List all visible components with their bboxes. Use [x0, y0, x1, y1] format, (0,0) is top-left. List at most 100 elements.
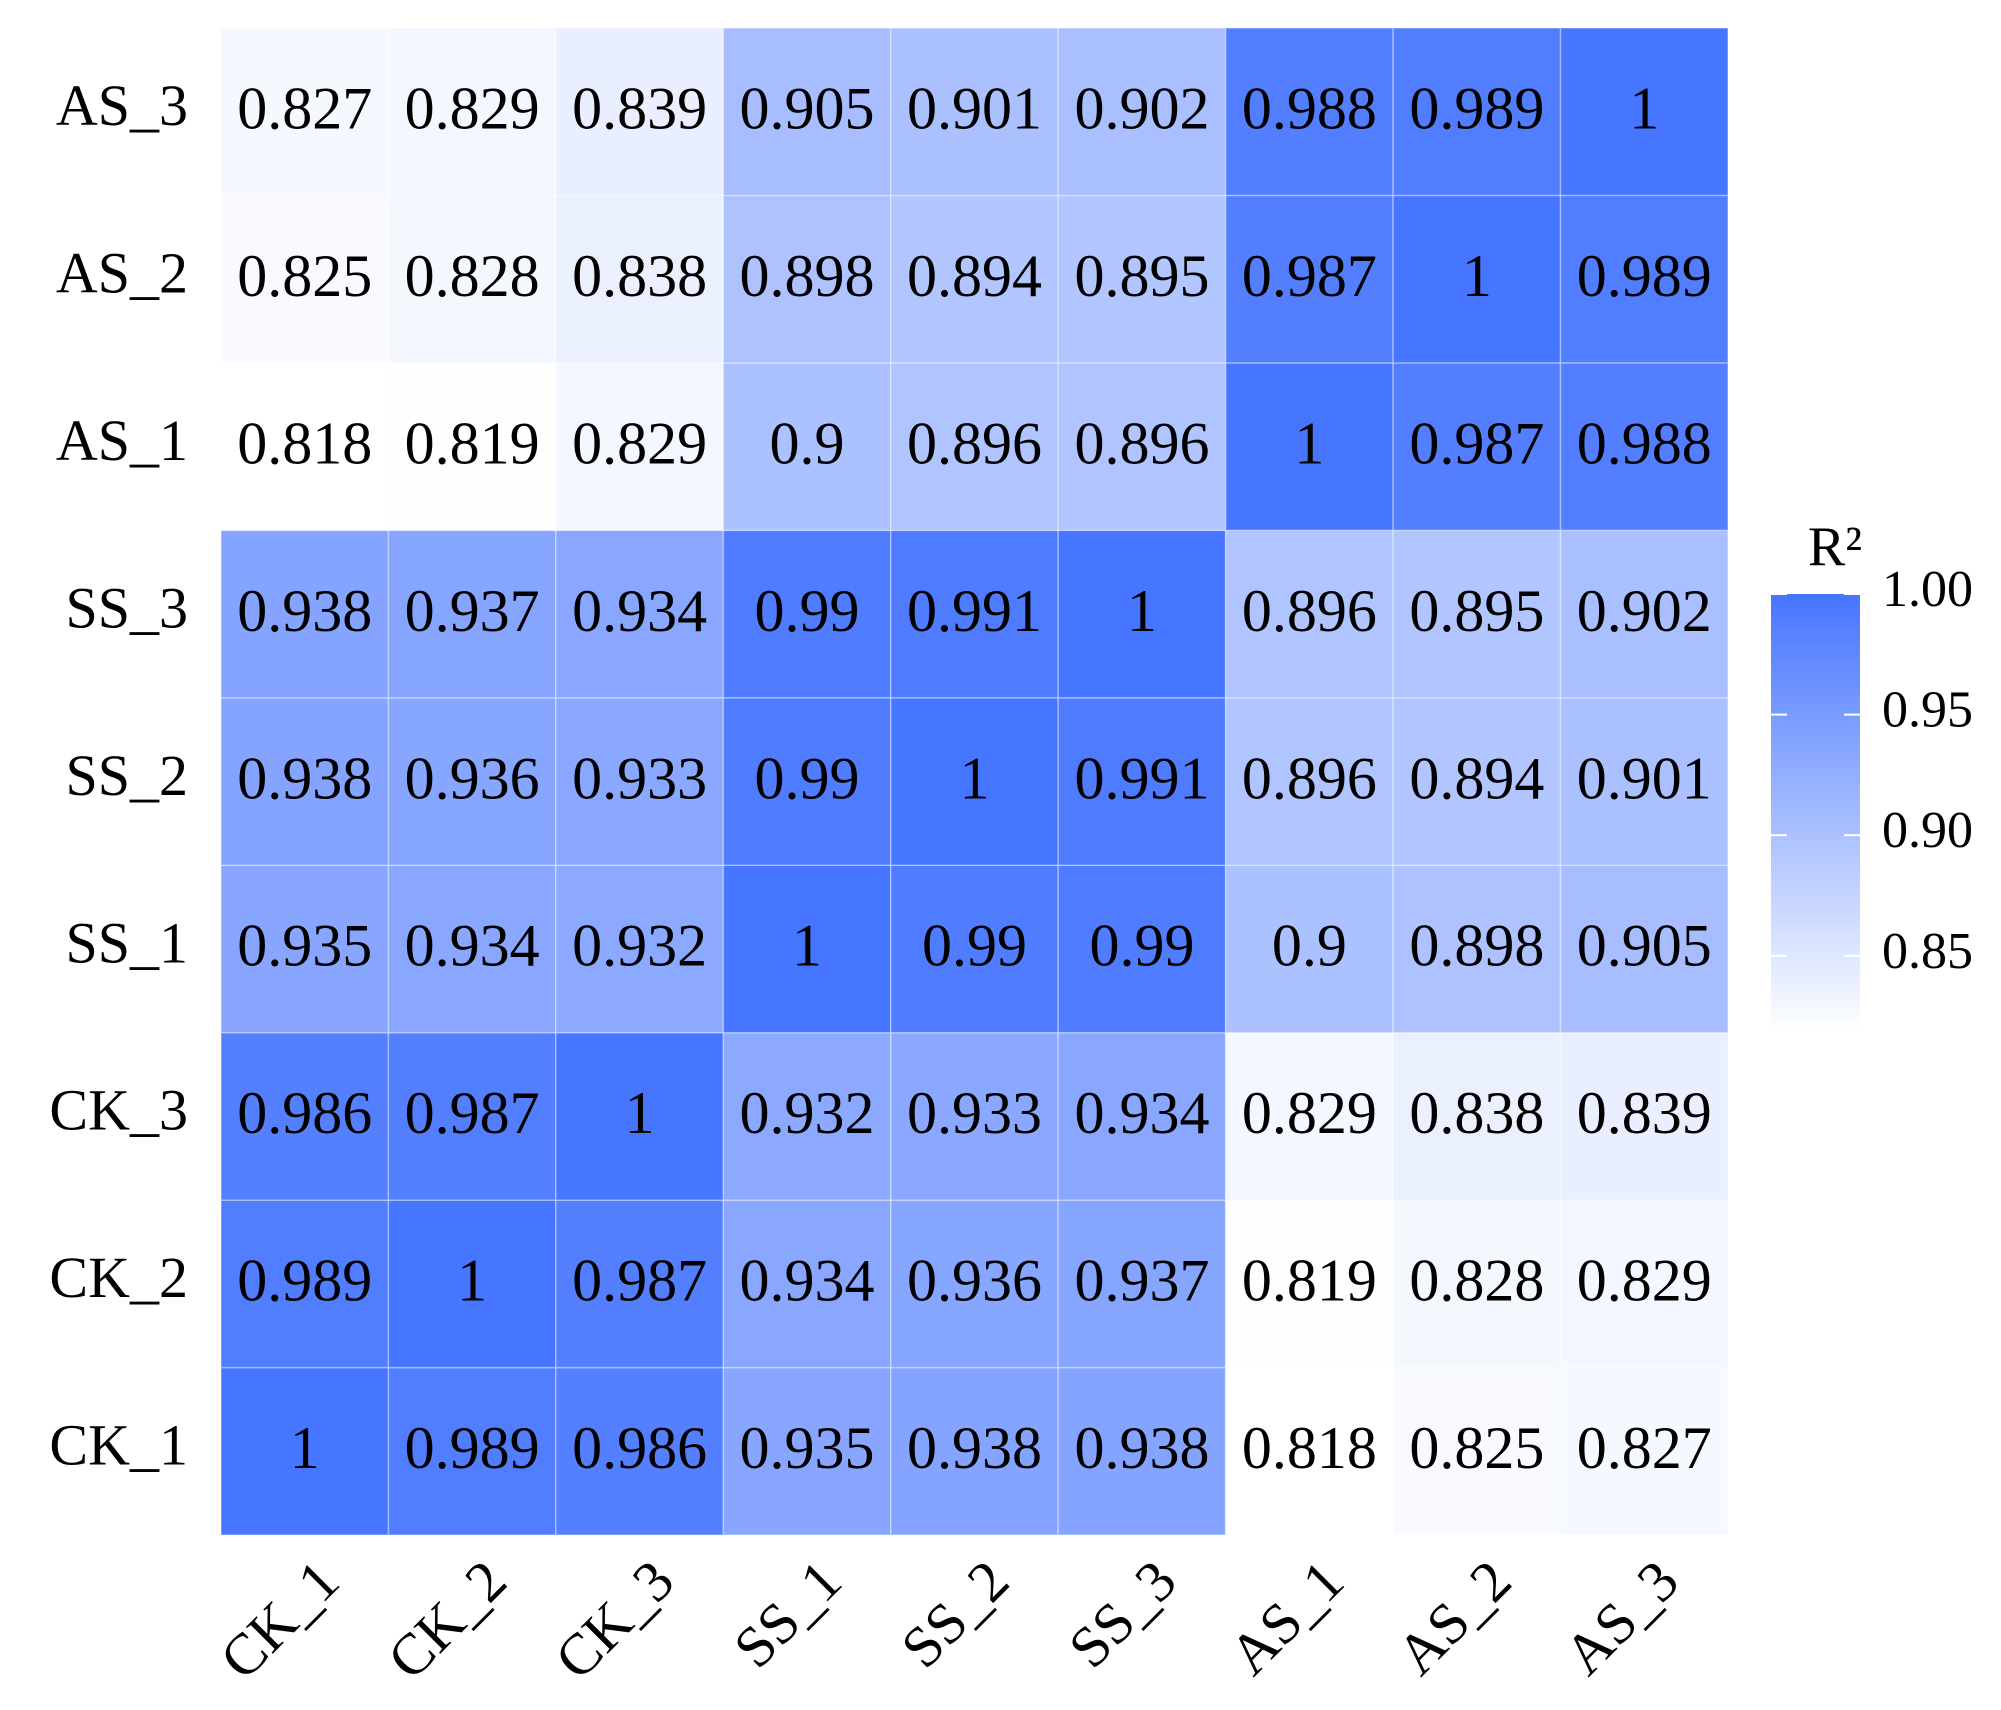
heatmap-cell: [1224, 194, 1394, 364]
cell-label: 0.99: [755, 745, 860, 811]
cell-label: 0.819: [1242, 1248, 1377, 1314]
cell-label: 0.99: [755, 578, 860, 644]
heatmap-cell: [722, 1366, 892, 1536]
heatmap-cell: [1057, 697, 1227, 866]
cell-label: 0.933: [572, 745, 707, 811]
cell-label: 0.987: [1242, 243, 1377, 309]
cell-label: 0.99: [922, 913, 1027, 979]
cell-label: 0.896: [907, 410, 1042, 476]
cell-label: 0.902: [1577, 578, 1712, 644]
cell-label: 0.936: [405, 745, 540, 811]
cell-label: 0.934: [572, 578, 707, 644]
colorbar: [1771, 594, 1860, 1033]
cell-label: 0.896: [1242, 578, 1377, 644]
y-tick-label: AS_1: [56, 408, 188, 473]
heatmap-cell: [722, 1199, 892, 1369]
cell-label: 0.902: [1074, 75, 1209, 141]
cell-label: 0.987: [1409, 410, 1544, 476]
x-tick-label: AS_1: [1217, 1548, 1356, 1687]
cell-label: 0.901: [1577, 745, 1712, 811]
heatmap-cell: [890, 1366, 1059, 1536]
cell-label: 0.932: [572, 913, 707, 979]
cell-label: 0.987: [572, 1248, 707, 1314]
heatmap-cell: [1559, 27, 1729, 197]
heatmap-cell: [1057, 1366, 1227, 1536]
cell-label: 0.989: [237, 1248, 372, 1314]
heatmap-cell: [1392, 194, 1562, 364]
heatmap-cell: [890, 529, 1059, 699]
cell-label: 1: [1127, 578, 1157, 644]
cell-label: 0.934: [1074, 1080, 1209, 1146]
cell-label: 0.839: [572, 75, 707, 141]
cell-label: 0.987: [405, 1080, 540, 1146]
heatmap-cell: [1559, 1199, 1729, 1369]
cell-label: 0.937: [1074, 1248, 1209, 1314]
cell-label: 1: [792, 913, 822, 979]
cell-label: 0.894: [907, 243, 1042, 309]
heatmap-cell: [555, 362, 725, 532]
cell-label: 0.896: [1074, 410, 1209, 476]
cell-label: 0.905: [1577, 913, 1712, 979]
heatmap-cell: [1057, 1199, 1227, 1369]
cell-label: 0.825: [1409, 1415, 1544, 1481]
cell-label: 0.827: [237, 75, 372, 141]
heatmap-cell: [1392, 529, 1562, 699]
cell-label: 0.988: [1242, 75, 1377, 141]
cell-label: 0.991: [1074, 745, 1209, 811]
heatmap-cell: [890, 1031, 1059, 1201]
cell-label: 0.838: [572, 243, 707, 309]
cell-label: 0.938: [237, 578, 372, 644]
heatmap-cell: [1559, 362, 1729, 532]
heatmap-cell: [555, 1199, 725, 1369]
heatmap-cell: [1224, 362, 1394, 532]
y-tick-label: SS_2: [65, 743, 188, 808]
cell-label: 0.829: [572, 410, 707, 476]
heatmap-cell: [1224, 1366, 1394, 1536]
heatmap-cell: [722, 697, 892, 866]
x-tick-label: SS_1: [721, 1548, 854, 1681]
heatmap-cell: [1224, 1031, 1394, 1201]
cell-label: 0.934: [740, 1248, 875, 1314]
cell-label: 0.99: [1089, 913, 1194, 979]
cell-label: 0.818: [237, 410, 372, 476]
heatmap-cell: [1392, 864, 1562, 1034]
cell-label: 0.901: [907, 75, 1042, 141]
heatmap-cell: [220, 194, 390, 364]
cell-label: 0.932: [740, 1080, 875, 1146]
heatmap-cell: [1559, 1366, 1729, 1536]
heatmap-cell: [220, 1199, 390, 1369]
cell-label: 0.989: [1577, 243, 1712, 309]
heatmap-cell: [220, 697, 390, 866]
x-tick-label: CK_2: [375, 1548, 519, 1692]
cell-label: 0.938: [237, 745, 372, 811]
cell-label: 1: [457, 1248, 487, 1314]
heatmap-cell: [387, 1366, 557, 1536]
heatmap-cell: [890, 194, 1059, 364]
colorbar-title: R²: [1808, 516, 1862, 578]
cell-label: 1: [1629, 75, 1659, 141]
cell-label: 0.825: [237, 243, 372, 309]
heatmap-cell: [555, 194, 725, 364]
cell-label: 1: [290, 1415, 320, 1481]
cell-label: 0.905: [740, 75, 875, 141]
heatmap-cell: [220, 529, 390, 699]
heatmap-cell: [722, 529, 892, 699]
cell-label: 0.898: [740, 243, 875, 309]
heatmap-cell: [722, 194, 892, 364]
heatmap-cell: [387, 27, 557, 197]
heatmap-cell: [387, 864, 557, 1034]
cell-label: 0.896: [1242, 745, 1377, 811]
cell-label: 0.894: [1409, 745, 1544, 811]
cell-label: 0.986: [572, 1415, 707, 1481]
heatmap-cell: [1559, 529, 1729, 699]
y-tick-label: SS_3: [65, 575, 188, 640]
heatmap-cell: [1057, 362, 1227, 532]
y-tick-label: CK_3: [49, 1078, 188, 1143]
cell-label: 1: [1462, 243, 1492, 309]
y-tick-label: SS_1: [65, 910, 188, 975]
heatmap-cell: [1224, 1199, 1394, 1369]
cell-label: 0.898: [1409, 913, 1544, 979]
y-tick-label: CK_2: [49, 1245, 188, 1310]
x-tick-label: CK_1: [207, 1548, 351, 1692]
cell-label: 0.935: [740, 1415, 875, 1481]
